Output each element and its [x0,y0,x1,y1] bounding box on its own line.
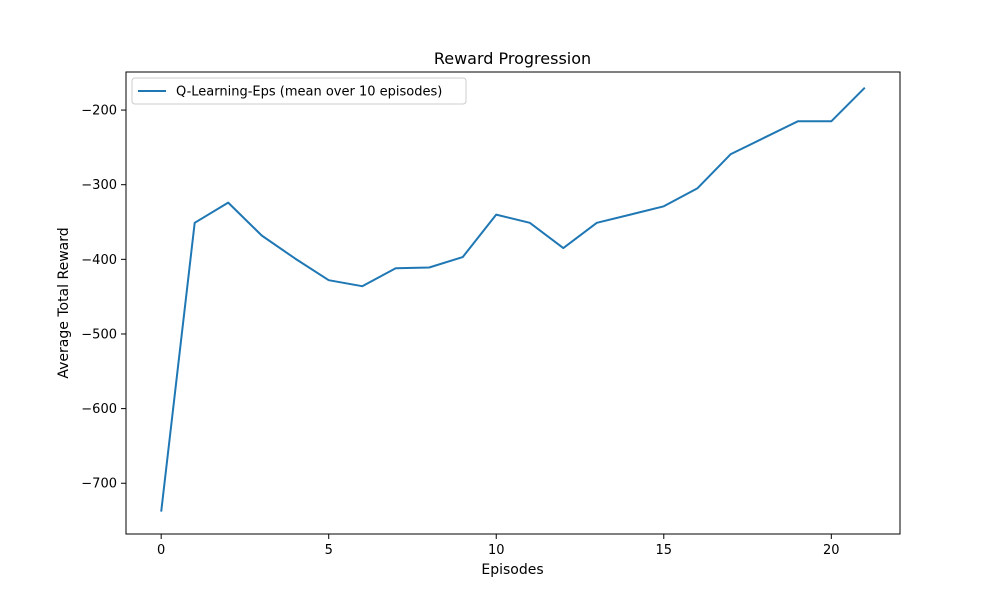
legend-label: Q-Learning-Eps (mean over 10 episodes) [176,85,442,100]
y-tick-label: −700 [81,477,117,492]
ticks-group: 0 5 10 15 20 −700 −600 −500 −400 −300 −200 [81,104,839,558]
x-tick-label: 20 [823,543,840,558]
legend-box [131,77,467,105]
plot-frame [125,71,901,535]
legend: Q-Learning-Eps (mean over 10 episodes) [131,77,467,105]
x-tick-label: 10 [488,543,505,558]
x-tick-label: 15 [656,543,673,558]
y-tick-label: −300 [81,178,117,193]
y-axis-label: Average Total Reward [56,227,72,378]
x-tick-label: 0 [157,543,165,558]
chart-title: Reward Progression [434,49,591,68]
x-axis-label: Episodes [481,562,543,578]
series-group [160,86,866,512]
y-tick-label: −400 [81,253,117,268]
y-tick-label: −500 [81,327,117,342]
y-tick-label: −600 [81,402,117,417]
series-line [160,86,866,512]
x-tick-label: 5 [325,543,333,558]
y-tick-label: −200 [81,104,117,119]
